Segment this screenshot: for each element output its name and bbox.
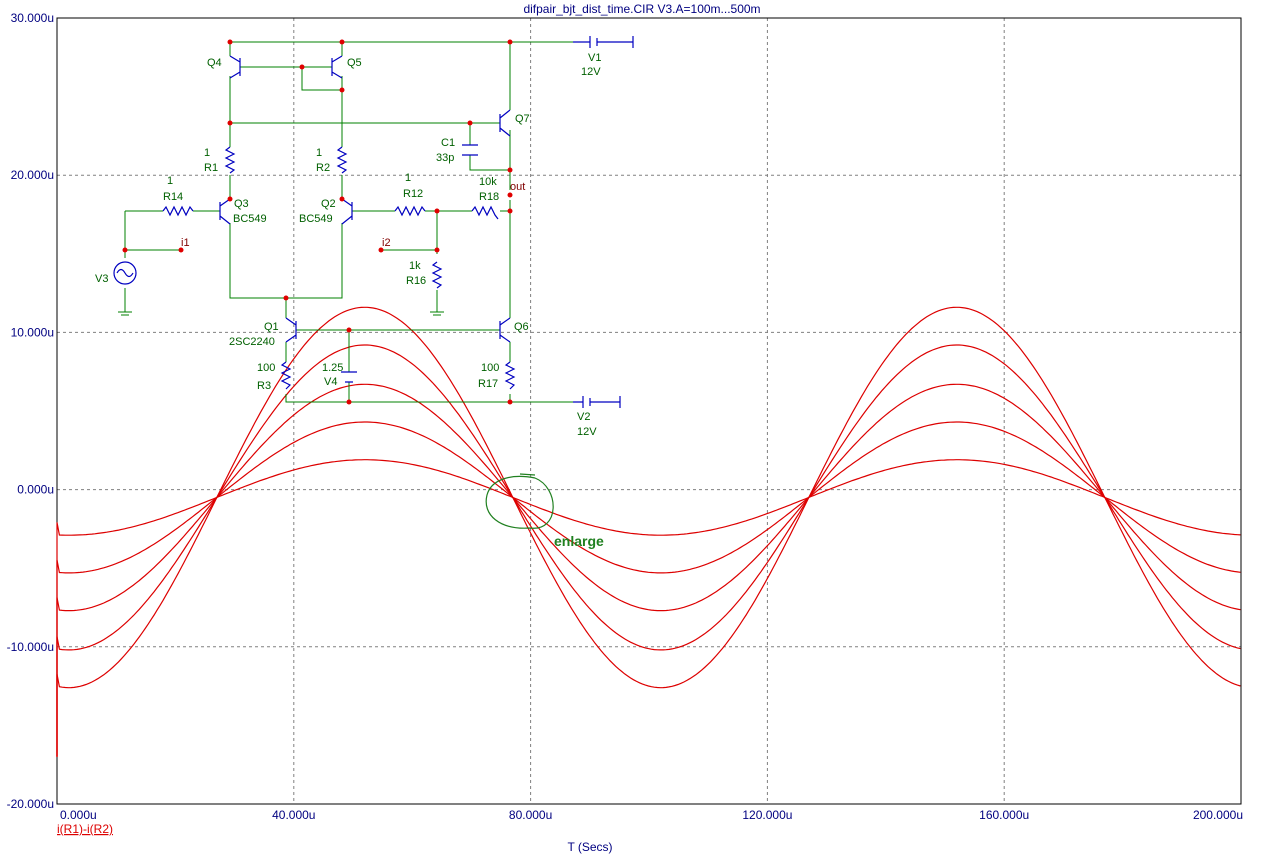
label-v2: V2 (577, 411, 590, 423)
label-r2-value: 1 (316, 147, 322, 159)
y-tick-label: -10.000u (7, 640, 54, 654)
schematic-node (227, 120, 233, 126)
label-c1: C1 (441, 137, 455, 149)
label-c1-value: 33p (436, 152, 454, 164)
schematic-node (507, 399, 513, 405)
label-v4: V4 (324, 376, 337, 388)
label-q7: Q7 (515, 113, 530, 125)
schematic-node (339, 196, 345, 202)
label-r17: R17 (478, 378, 498, 390)
label-i1: i1 (181, 237, 190, 249)
label-r17-value: 100 (481, 362, 499, 374)
label-q3-model: BC549 (233, 213, 267, 225)
x-tick-label: 200.000u (1193, 808, 1243, 822)
schematic-node (507, 39, 513, 45)
y-tick-label: 0.000u (17, 483, 54, 497)
label-r14: R14 (163, 191, 183, 203)
label-q1-model: 2SC2240 (229, 336, 275, 348)
schematic-node (299, 64, 305, 70)
schematic-wires (118, 41, 573, 403)
trace-4 (56, 421, 1241, 757)
label-r16-value: 1k (409, 260, 421, 272)
label-v3: V3 (95, 273, 108, 285)
label-r12-value: 1 (405, 172, 411, 184)
label-r14-value: 1 (167, 175, 173, 187)
schematic: Q4 Q5 Q7 V1 12V C1 33p 1 R1 1 R2 1 R12 1… (95, 36, 634, 438)
trace-5 (56, 459, 1241, 757)
x-tick-label: 0.000u (60, 808, 97, 822)
x-tick-label: 40.000u (272, 808, 315, 822)
label-r12: R12 (403, 188, 423, 200)
schematic-node (339, 39, 345, 45)
schematic-node (507, 208, 513, 214)
schematic-node (434, 247, 440, 253)
label-r3-value: 100 (257, 362, 275, 374)
schematic-node (507, 167, 513, 173)
schematic-node (178, 247, 184, 253)
label-v1-value: 12V (581, 66, 601, 78)
label-r16: R16 (406, 275, 426, 287)
schematic-node (346, 399, 352, 405)
grid-lines (57, 18, 1241, 804)
label-v1: V1 (588, 52, 601, 64)
schematic-node (283, 295, 289, 301)
x-tick-label: 160.000u (979, 808, 1029, 822)
schematic-node (339, 87, 345, 93)
x-tick-label: 120.000u (742, 808, 792, 822)
trace-3 (56, 383, 1241, 757)
enlarge-label: enlarge (554, 533, 604, 549)
schematic-node (507, 192, 513, 198)
series-label[interactable]: i(R1)-i(R2) (57, 822, 113, 836)
label-i2: i2 (382, 237, 391, 249)
x-tick-label: 80.000u (509, 808, 552, 822)
label-r1: R1 (204, 162, 218, 174)
label-out: out (510, 181, 525, 193)
label-q4: Q4 (207, 57, 222, 69)
y-tick-label: 10.000u (11, 325, 54, 339)
x-axis-label: T (Secs) (567, 840, 612, 854)
schematic-node (378, 247, 384, 253)
schematic-node (467, 120, 473, 126)
label-r18-value: 10k (479, 176, 497, 188)
trace-1 (56, 306, 1241, 757)
label-q3: Q3 (234, 198, 249, 210)
schematic-node (227, 39, 233, 45)
y-tick-label: 20.000u (11, 168, 54, 182)
trace-2 (56, 344, 1241, 757)
label-r2: R2 (316, 162, 330, 174)
chart-title: difpair_bjt_dist_time.CIR V3.A=100m...50… (523, 2, 760, 16)
label-r1-value: 1 (204, 147, 210, 159)
traces (56, 306, 1241, 757)
y-tick-label: -20.000u (7, 797, 54, 811)
schematic-node (346, 327, 352, 333)
label-q6: Q6 (514, 321, 529, 333)
enlarge-circle (485, 473, 554, 529)
label-v4-value: 1.25 (322, 362, 343, 374)
schematic-node (122, 247, 128, 253)
label-q2: Q2 (321, 198, 336, 210)
schematic-node (434, 208, 440, 214)
label-q5: Q5 (347, 57, 362, 69)
enlarge-annotation: enlarge (485, 473, 604, 549)
label-v2-value: 12V (577, 426, 597, 438)
schematic-components (113, 36, 634, 408)
plot-frame (56, 17, 1242, 805)
schematic-node (227, 196, 233, 202)
label-q1: Q1 (264, 321, 279, 333)
label-r3: R3 (257, 380, 271, 392)
y-axis: 30.000u 20.000u 10.000u 0.000u -10.000u -20.0… (7, 11, 54, 811)
label-r18: R18 (479, 191, 499, 203)
schematic-nodes (122, 39, 513, 405)
schematic-labels: Q4 Q5 Q7 V1 12V C1 33p 1 R1 1 R2 1 R12 1… (95, 52, 601, 438)
y-tick-label: 30.000u (11, 11, 54, 25)
label-q2-model: BC549 (299, 213, 333, 225)
x-axis: 0.000u 40.000u 80.000u 120.000u 160.000u 200.… (60, 808, 1243, 822)
